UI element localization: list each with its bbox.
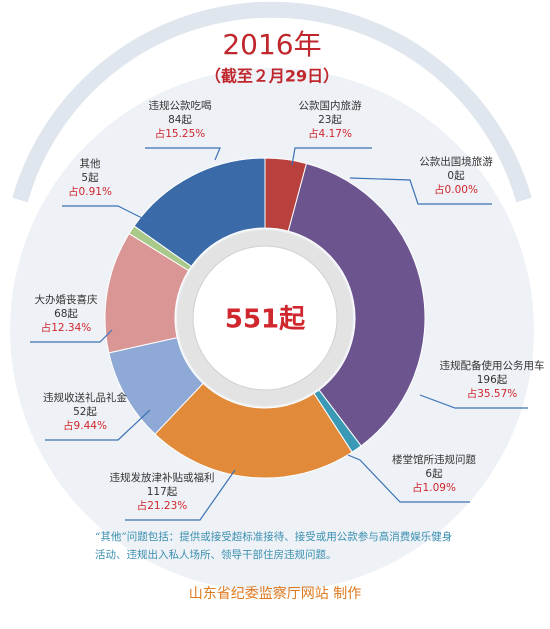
- percent-label: 占9.44%: [63, 419, 107, 432]
- leader-line: [349, 177, 492, 205]
- value-label: 23起: [318, 114, 342, 126]
- chart-title: 2016年: [222, 28, 321, 61]
- leader-line: [145, 147, 221, 161]
- slice-label: 违规发放津补贴或福利: [110, 471, 215, 484]
- slice-label: 其他: [80, 157, 101, 170]
- slice-label: 公款国内旅游: [299, 99, 362, 112]
- leader-line: [62, 205, 151, 223]
- value-label: 84起: [168, 114, 192, 126]
- leader-line: [419, 394, 528, 409]
- leader-line: [347, 454, 470, 503]
- slice: [287, 162, 426, 447]
- percent-label: 占12.34%: [41, 321, 92, 334]
- slice: [154, 382, 353, 479]
- leader-line: [291, 147, 372, 166]
- value-label: 52起: [73, 406, 97, 418]
- value-label: 5起: [81, 172, 99, 184]
- center-disc: [192, 245, 338, 391]
- slice-label: 楼堂馆所违规问题: [392, 453, 476, 466]
- chart-subtitle: （截至２月29日）: [205, 67, 339, 86]
- leader-line: [125, 469, 236, 521]
- slice-label: 违规公款吃喝: [149, 99, 212, 112]
- note: “其他”问题包括：提供或接受超标准接待、接受或用公款参与高消费娱乐健身活动、违规…: [95, 531, 453, 561]
- percent-label: 占35.57%: [467, 387, 518, 400]
- percent-label: 占15.25%: [155, 127, 206, 140]
- value-label: 196起: [477, 374, 508, 386]
- value-label: 6起: [425, 468, 443, 480]
- percent-label: 占21.23%: [137, 499, 188, 512]
- value-label: 117起: [147, 486, 178, 498]
- leader-line: [45, 409, 151, 441]
- percent-label: 占0.00%: [434, 183, 478, 196]
- footer: 山东省纪委监察厅网站 制作: [189, 585, 361, 602]
- slice-label: 违规收送礼品礼金: [43, 391, 127, 404]
- value-label: 0起: [447, 170, 465, 182]
- background-arc: [12, 1, 532, 203]
- slice: [133, 157, 266, 267]
- percent-label: 占1.09%: [412, 481, 456, 494]
- center-total: 551起: [225, 305, 306, 335]
- value-label: 68起: [54, 308, 78, 320]
- slice-label: 违规配备使用公务用车: [440, 359, 545, 372]
- leader-line: [30, 329, 113, 343]
- percent-label: 占4.17%: [308, 127, 352, 140]
- slice-label: 公款出国境旅游: [419, 155, 493, 168]
- slice-label: 大办婚丧喜庆: [35, 293, 98, 306]
- percent-label: 占0.91%: [68, 185, 112, 198]
